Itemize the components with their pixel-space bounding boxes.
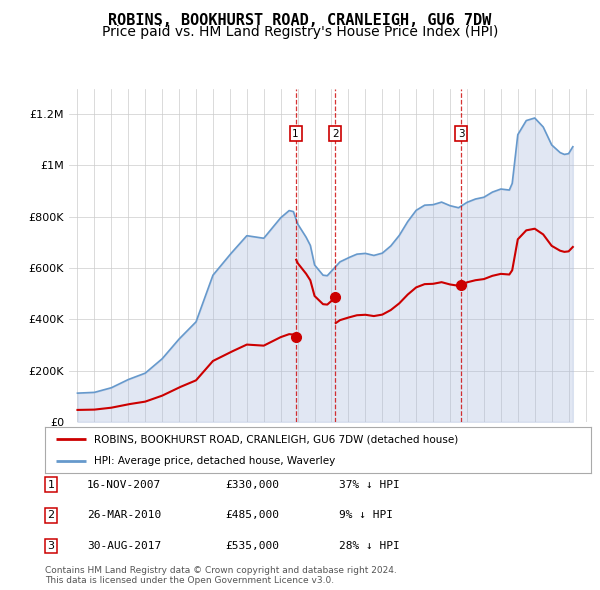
Text: 26-MAR-2010: 26-MAR-2010	[87, 510, 161, 520]
Text: 1: 1	[47, 480, 55, 490]
Text: Price paid vs. HM Land Registry's House Price Index (HPI): Price paid vs. HM Land Registry's House …	[102, 25, 498, 40]
Text: HPI: Average price, detached house, Waverley: HPI: Average price, detached house, Wave…	[94, 456, 335, 466]
Text: 1: 1	[292, 129, 299, 139]
Text: 2: 2	[47, 510, 55, 520]
Text: 3: 3	[458, 129, 464, 139]
Text: 3: 3	[47, 541, 55, 551]
Text: Contains HM Land Registry data © Crown copyright and database right 2024.
This d: Contains HM Land Registry data © Crown c…	[45, 566, 397, 585]
Text: 28% ↓ HPI: 28% ↓ HPI	[339, 541, 400, 551]
Text: 37% ↓ HPI: 37% ↓ HPI	[339, 480, 400, 490]
Text: £330,000: £330,000	[225, 480, 279, 490]
Text: 16-NOV-2007: 16-NOV-2007	[87, 480, 161, 490]
Text: ROBINS, BOOKHURST ROAD, CRANLEIGH, GU6 7DW: ROBINS, BOOKHURST ROAD, CRANLEIGH, GU6 7…	[109, 13, 491, 28]
Text: 2: 2	[332, 129, 339, 139]
Text: £485,000: £485,000	[225, 510, 279, 520]
Text: 9% ↓ HPI: 9% ↓ HPI	[339, 510, 393, 520]
Text: ROBINS, BOOKHURST ROAD, CRANLEIGH, GU6 7DW (detached house): ROBINS, BOOKHURST ROAD, CRANLEIGH, GU6 7…	[94, 434, 458, 444]
Text: 30-AUG-2017: 30-AUG-2017	[87, 541, 161, 551]
Text: £535,000: £535,000	[225, 541, 279, 551]
